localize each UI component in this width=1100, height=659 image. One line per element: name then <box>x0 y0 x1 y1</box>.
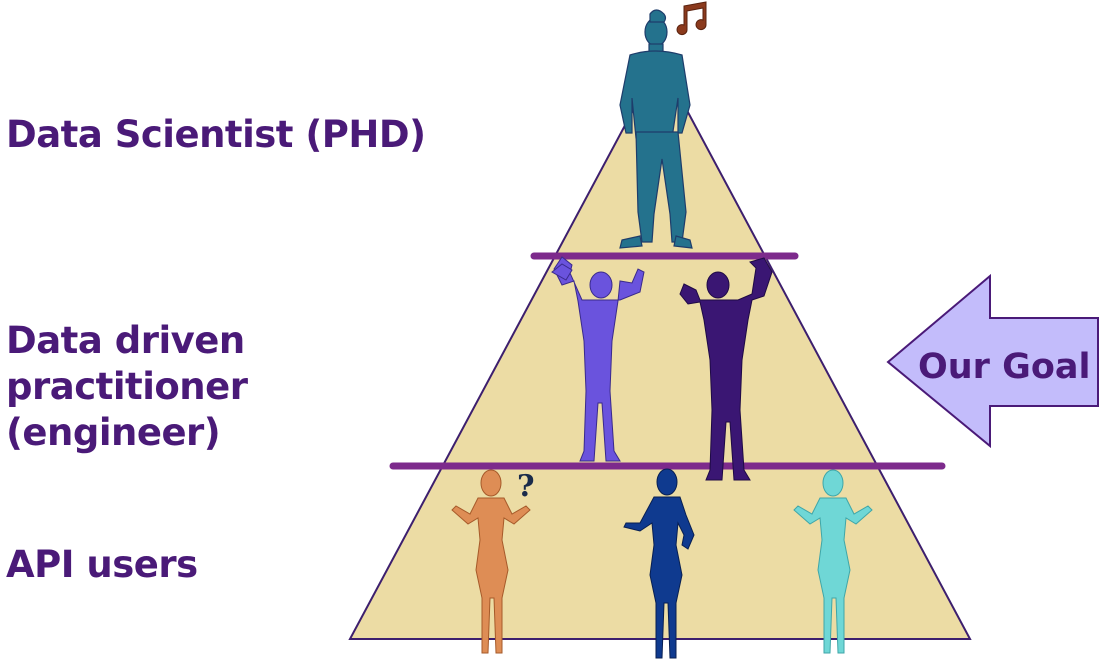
level-label-middle: Data driven practitioner (engineer) <box>6 318 466 456</box>
level-label-top: Data Scientist (PHD) <box>6 113 426 156</box>
woman-figure-blue <box>623 468 695 659</box>
level-label-bottom: API users <box>6 543 198 586</box>
music-note-icon <box>676 1 707 36</box>
woman-figure-cyan <box>793 469 873 654</box>
muscle-figure-right <box>679 257 773 481</box>
muscle-figure-left <box>551 256 645 462</box>
question-mark-icon: ? <box>517 469 535 504</box>
svg-text:?: ? <box>517 469 535 504</box>
level-label-middle-text: Data driven practitioner (engineer) <box>6 319 248 454</box>
goal-arrow: Our Goal <box>886 273 1099 449</box>
scientist-figure <box>619 9 693 249</box>
woman-figure-orange <box>451 469 531 654</box>
goal-arrow-label: Our Goal <box>918 347 1091 387</box>
goal-arrow-shape <box>886 273 1099 449</box>
